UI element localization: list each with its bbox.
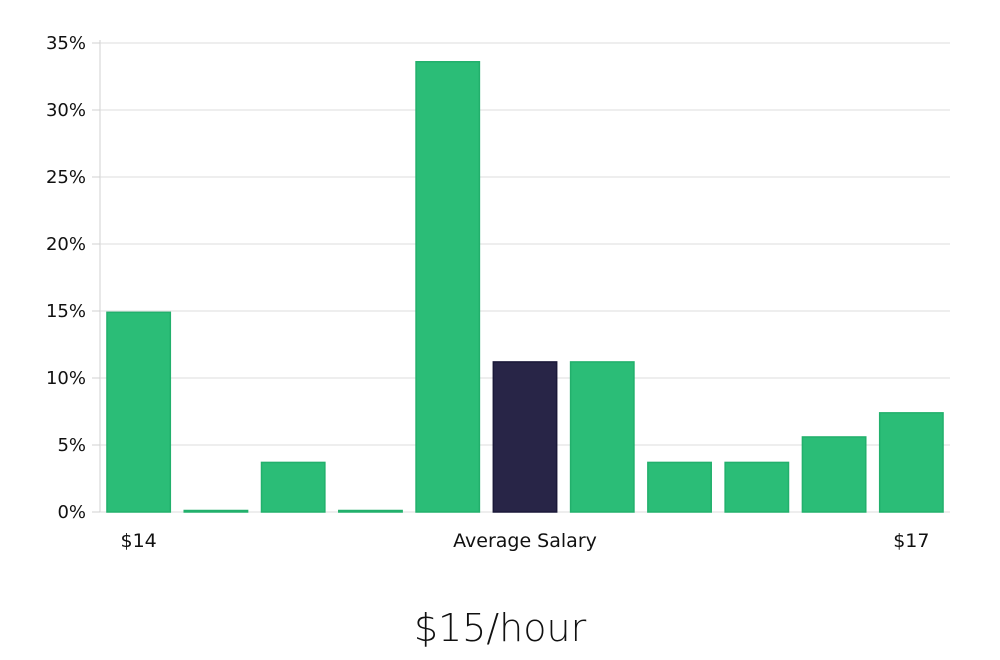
bar: [878, 412, 944, 513]
y-tick-label: 15%: [46, 301, 86, 322]
x-axis-label: $14: [121, 530, 157, 552]
y-tick-label: 35%: [46, 33, 86, 54]
bar: [724, 461, 790, 513]
bar: [569, 361, 635, 513]
bar-average-salary: [492, 361, 558, 513]
bar: [801, 436, 867, 513]
bar: [338, 509, 403, 513]
x-axis-labels: $14 Average Salary $17: [121, 530, 930, 552]
x-axis-label: Average Salary: [453, 530, 597, 552]
x-axis-label: $17: [893, 530, 929, 552]
y-tick-label: 5%: [57, 435, 86, 456]
y-axis-ticks: 0% 5% 10% 15% 20% 25% 30% 35%: [46, 33, 86, 523]
y-tick-label: 30%: [46, 100, 86, 121]
bar: [260, 461, 326, 513]
salary-distribution-chart: 0% 5% 10% 15% 20% 25% 30% 35% $14 Average Salary…: [46, 33, 950, 552]
y-tick-label: 0%: [57, 502, 86, 523]
average-salary-headline: $15/hour: [413, 606, 587, 650]
y-tick-label: 20%: [46, 234, 86, 255]
chart-bars: [106, 61, 944, 513]
y-tick-label: 25%: [46, 167, 86, 188]
bar: [183, 509, 249, 513]
bar: [647, 461, 712, 513]
y-tick-label: 10%: [46, 368, 86, 389]
bar: [415, 61, 481, 513]
bar: [106, 311, 172, 513]
